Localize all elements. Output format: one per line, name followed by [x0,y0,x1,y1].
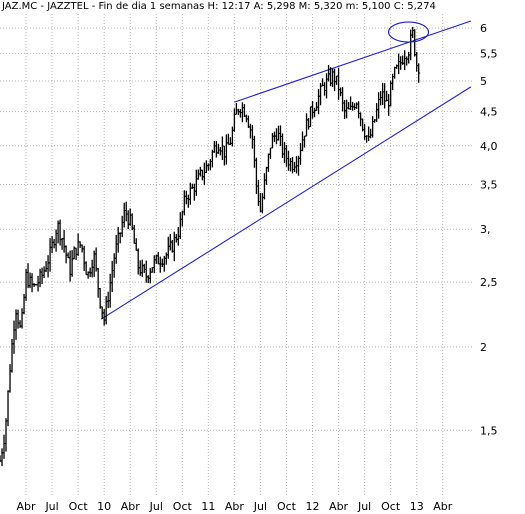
annotations [387,21,430,43]
x-tick-label: 11 [201,500,215,513]
y-tick-label: 3, [480,223,491,236]
chart-title: JAZ.MC - JAZZTEL - Fin de dia 1 semanas … [1,1,436,12]
y-tick-label: 4,5 [480,106,498,119]
y-tick-label: 1,5 [480,424,498,437]
x-tick-label: Oct [173,500,193,513]
price-series [0,26,421,467]
x-tick-label: Oct [277,500,297,513]
x-tick-label: Oct [381,500,401,513]
x-tick-label: Abr [329,500,349,513]
trendline-upper [234,20,472,103]
y-tick-label: 5,5 [480,47,498,60]
y-axis-ticks: 1,5 2 2,5 3, 3,5 4,0 4,5 5 5,5 6 [480,22,498,437]
trendline-lower [100,86,472,320]
trendlines [100,20,472,320]
x-tick-label: Jul [357,500,371,513]
x-tick-label: 10 [97,500,111,513]
highlight-ellipse [387,21,430,43]
x-tick-label: Jul [44,500,58,513]
x-tick-label: Jul [149,500,163,513]
y-tick-label: 5 [480,75,487,88]
x-tick-label: 12 [306,500,320,513]
y-tick-label: 3,5 [480,178,498,191]
x-tick-label: Abr [17,500,37,513]
x-tick-label: 13 [410,500,424,513]
x-tick-label: Abr [225,500,245,513]
y-tick-label: 2,5 [480,276,498,289]
y-tick-label: 4,0 [480,140,498,153]
x-axis-ticks: Abr Jul Oct 10 Abr Jul Oct 11 Abr Jul Oct 12 Abr Jul O… [17,500,453,513]
x-tick-label: Abr [433,500,453,513]
x-tick-label: Abr [121,500,141,513]
x-tick-label: Oct [69,500,89,513]
x-tick-label: Jul [253,500,267,513]
y-tick-label: 6 [480,22,487,35]
y-tick-label: 2 [480,341,487,354]
